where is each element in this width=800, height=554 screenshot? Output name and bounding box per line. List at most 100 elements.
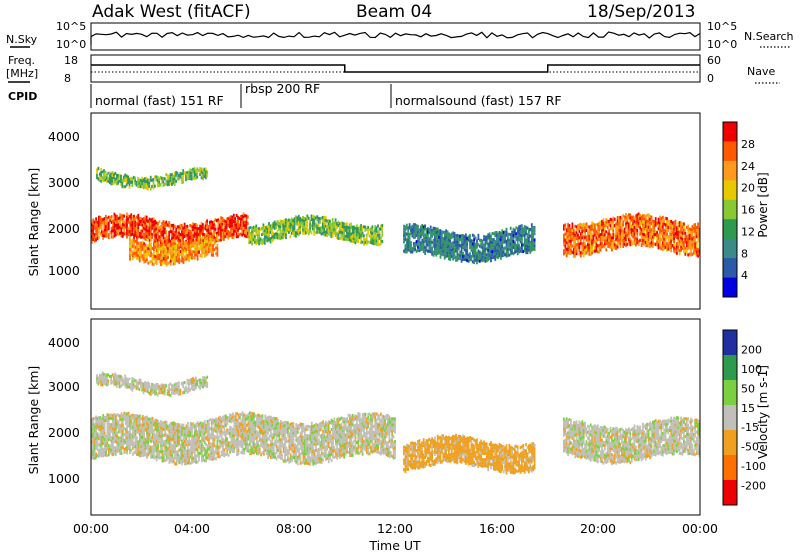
heatmap-cell (422, 234, 425, 238)
heatmap-cell (484, 250, 487, 254)
heatmap-cell (153, 420, 155, 424)
heatmap-cell (158, 229, 161, 233)
heatmap-cell (377, 243, 379, 247)
heatmap-cell (102, 420, 105, 424)
heatmap-cell (243, 413, 246, 417)
heatmap-cell (471, 251, 474, 255)
heatmap-cell (225, 235, 228, 239)
heatmap-cell (654, 229, 657, 234)
heatmap-cell (185, 233, 187, 237)
heatmap-cell (212, 253, 214, 257)
heatmap-cell (172, 460, 175, 464)
heatmap-cell (102, 438, 105, 442)
heatmap-cell (178, 240, 180, 244)
heatmap-cell (271, 236, 273, 240)
heatmap-cell (628, 238, 630, 242)
heatmap-cell (515, 235, 518, 239)
heatmap-cell (155, 178, 158, 182)
heatmap-cell (471, 254, 474, 258)
heatmap-cell (168, 442, 171, 446)
heatmap-cell (199, 224, 201, 228)
heatmap-cell (661, 222, 664, 226)
heatmap-cell (334, 233, 337, 237)
heatmap-cell (347, 235, 350, 238)
heatmap-cell (565, 254, 568, 258)
heatmap-cell (644, 237, 647, 241)
heatmap-cell (678, 249, 681, 253)
heatmap-cell (424, 227, 426, 231)
heatmap-cell (116, 220, 119, 224)
heatmap-cell (271, 449, 274, 453)
heatmap-cell (358, 229, 361, 233)
heatmap-cell (157, 449, 160, 453)
heatmap-cell (483, 234, 485, 238)
heatmap-cell (198, 422, 200, 427)
heatmap-cell (216, 247, 219, 251)
heatmap-cell (584, 236, 586, 240)
heatmap-cell (193, 424, 196, 428)
heatmap-cell (235, 235, 238, 239)
heatmap-cell (378, 242, 381, 246)
heatmap-cell (200, 221, 203, 226)
heatmap-cell (151, 178, 153, 182)
heatmap-cell (674, 247, 677, 251)
heatmap-cell (642, 226, 644, 230)
heatmap-cell (209, 418, 212, 422)
heatmap-cell (237, 234, 239, 239)
heatmap-cell (330, 234, 333, 238)
heatmap-cell (650, 237, 653, 241)
heatmap-cell (255, 439, 258, 443)
heatmap-cell (158, 220, 161, 224)
heatmap-cell (172, 247, 175, 251)
heatmap-cell (404, 231, 407, 235)
heatmap-cell (302, 225, 304, 229)
heatmap-cell (598, 247, 601, 251)
heatmap-cell (224, 452, 227, 456)
heatmap-cell (165, 179, 168, 183)
heatmap-cell (211, 223, 214, 227)
heatmap-cell (232, 216, 235, 220)
heatmap-cell (198, 445, 200, 449)
heatmap-cell (405, 226, 408, 230)
heatmap-cell (115, 182, 118, 186)
heatmap-cell (263, 241, 266, 245)
heatmap-cell (243, 422, 246, 426)
heatmap-cell (425, 230, 428, 234)
heatmap-cell (234, 421, 237, 425)
heatmap-cell (612, 226, 615, 230)
nsky-tick-low: 10^0 (56, 38, 86, 51)
heatmap-cell (220, 423, 223, 427)
heatmap-cell (167, 247, 169, 251)
heatmap-cell (360, 224, 362, 228)
heatmap-cell (473, 257, 476, 261)
heatmap-cell (113, 428, 116, 431)
heatmap-cell (411, 224, 414, 228)
heatmap-cell (185, 430, 188, 434)
heatmap-cell (185, 437, 188, 441)
heatmap-cell (205, 426, 207, 431)
heatmap-cell (625, 222, 627, 226)
heatmap-cell (595, 236, 598, 240)
heatmap-cell (171, 182, 173, 186)
heatmap-cell (180, 233, 183, 237)
heatmap-cell (338, 225, 341, 229)
heatmap-cell (199, 233, 201, 237)
heatmap-cell (464, 251, 467, 255)
heatmap-cell (275, 222, 277, 226)
heatmap-cell (215, 445, 217, 449)
heatmap-cell (216, 439, 219, 443)
heatmap-cell (348, 238, 351, 242)
heatmap-cell (577, 224, 579, 228)
heatmap-cell (588, 234, 591, 238)
freq-tick-high: 18 (64, 54, 78, 67)
heatmap-cell (164, 227, 166, 231)
heatmap-cell (261, 232, 263, 236)
heatmap-cell (98, 443, 100, 447)
heatmap-cell (210, 229, 213, 233)
heatmap-cell (240, 428, 243, 432)
heatmap-cell (195, 438, 198, 442)
heatmap-cell (601, 219, 603, 224)
heatmap-cell (113, 437, 116, 441)
heatmap-cell (150, 427, 152, 431)
heatmap-cell (129, 448, 131, 452)
